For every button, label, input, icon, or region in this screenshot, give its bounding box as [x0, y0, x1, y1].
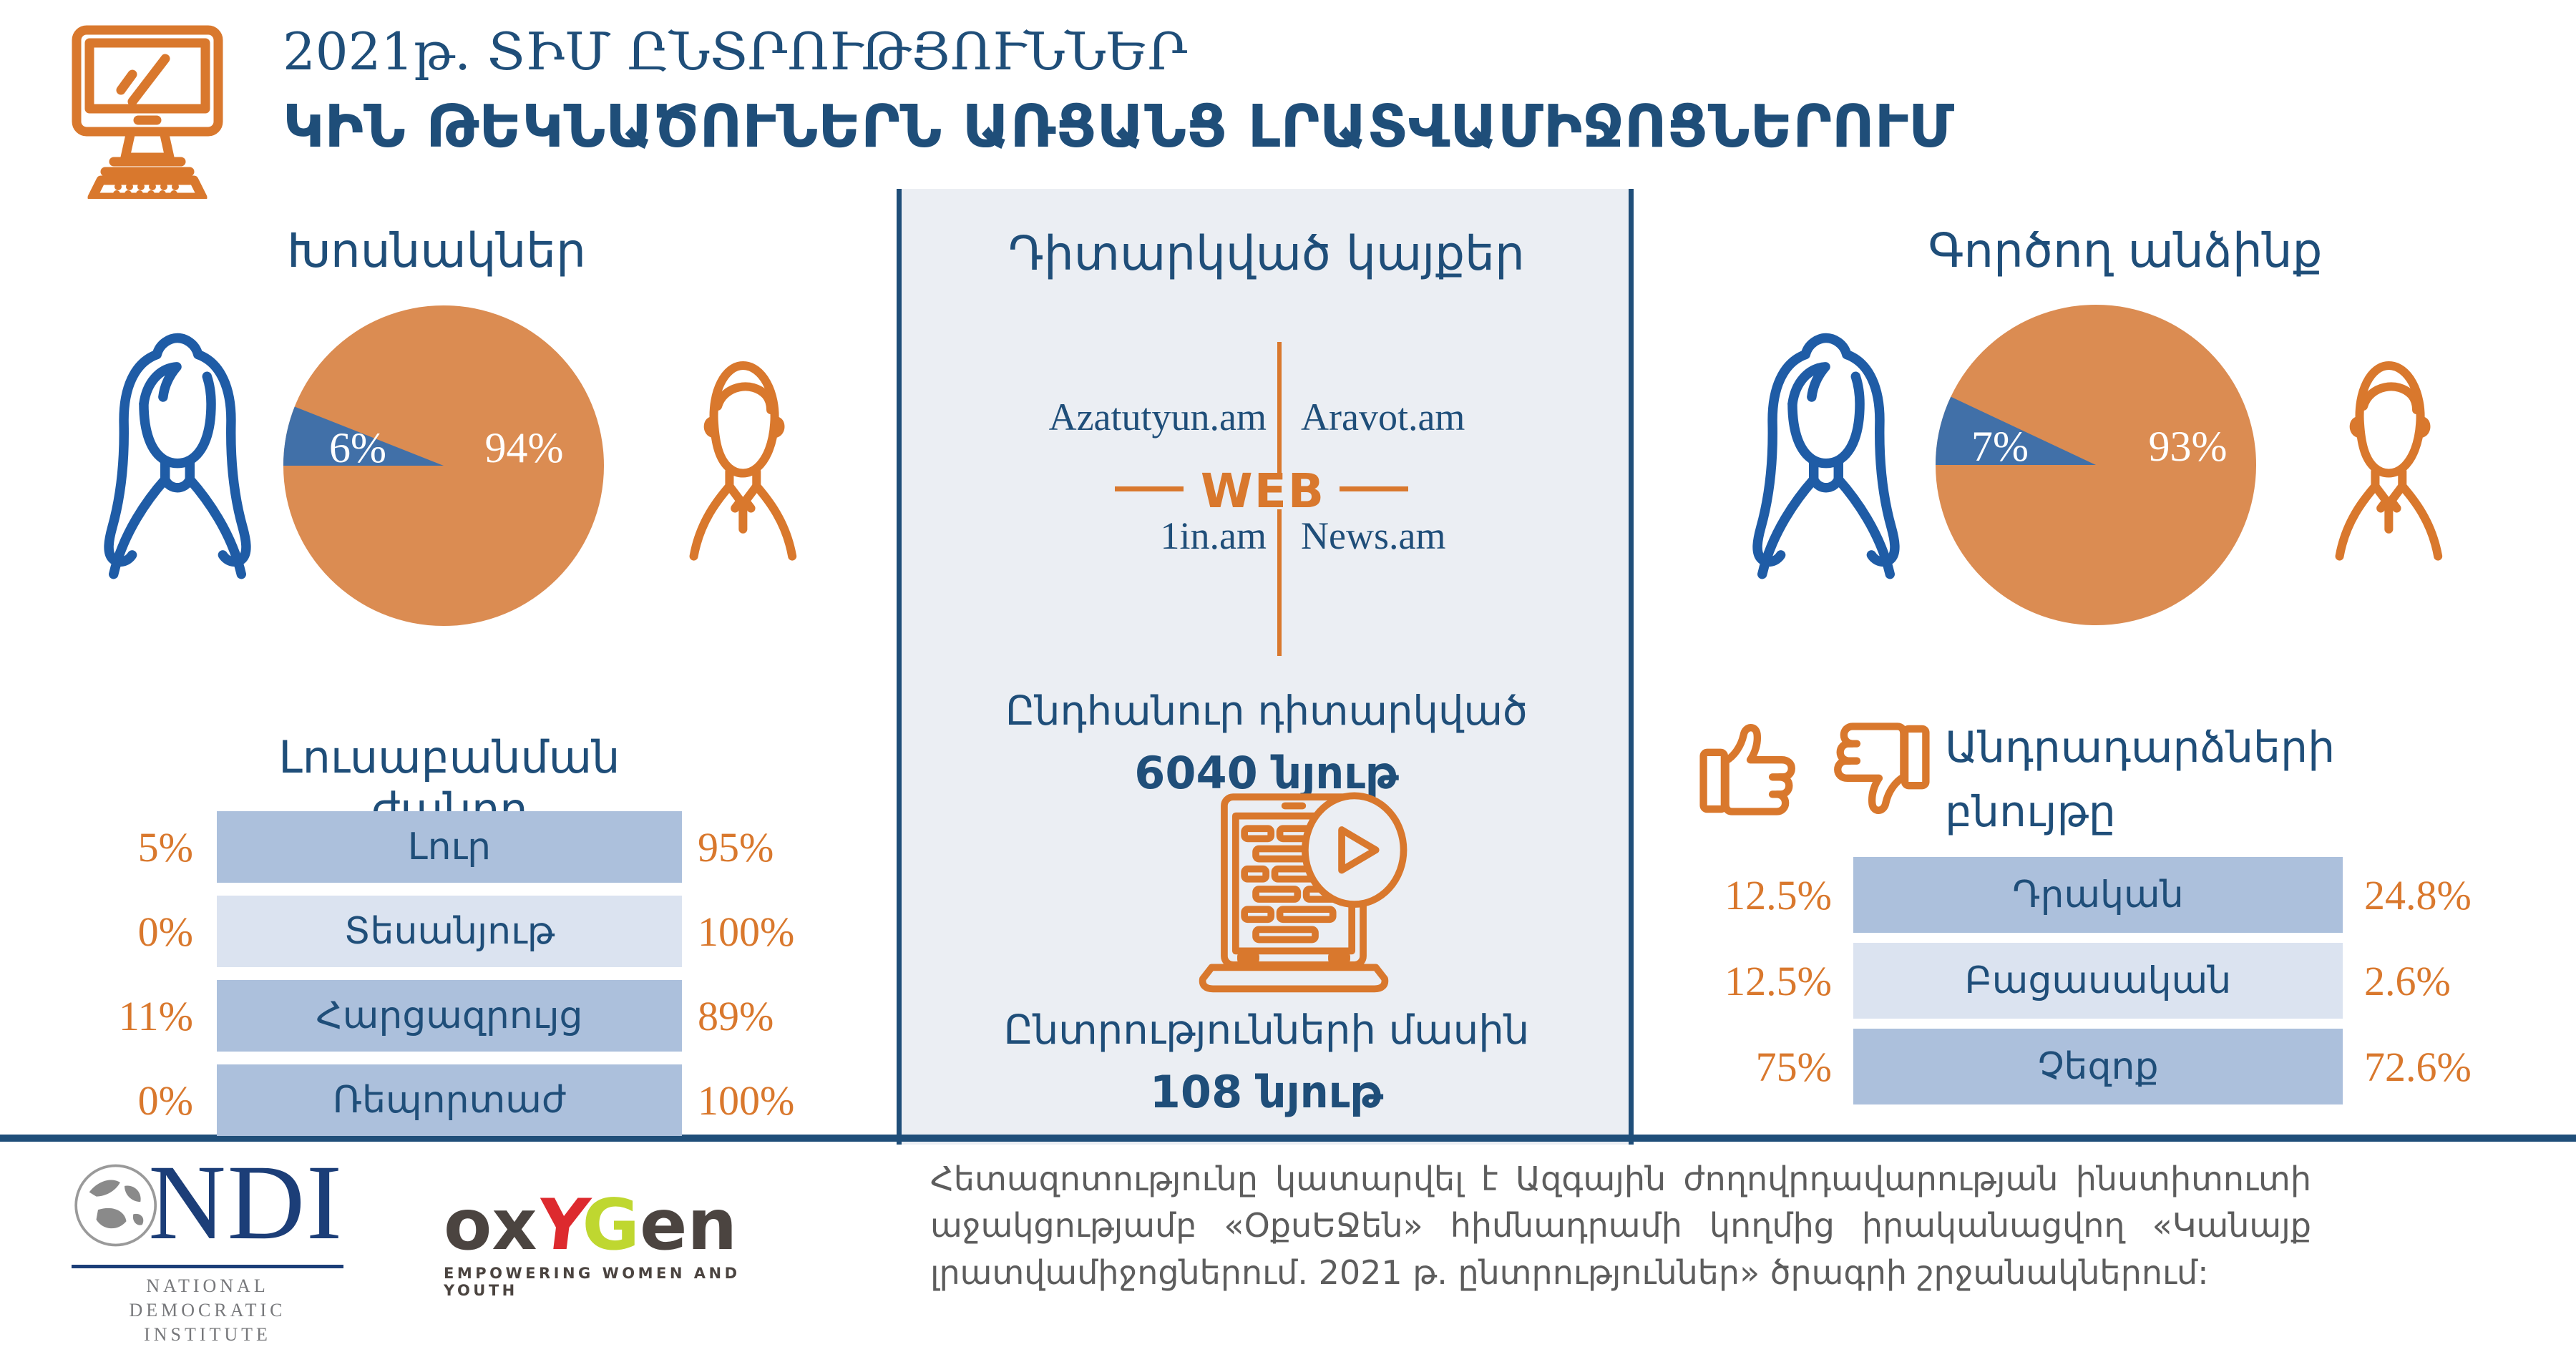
- total-monitored-label: Ընդհանուր դիտարկված: [1005, 688, 1528, 735]
- tone-left-pct: 12.5%: [1724, 871, 1832, 919]
- tone-title-line1: Անդրադարձների: [1945, 722, 2336, 773]
- tone-title-line2: բնույթը: [1945, 787, 2116, 837]
- genre-left-pct: 5%: [137, 823, 193, 871]
- site-news: News.am: [1301, 514, 1446, 557]
- actors-male-pct: 93%: [2148, 423, 2228, 470]
- tone-left-pct: 12.5%: [1724, 957, 1832, 1004]
- websites-title: Դիտարկված կայքեր: [1008, 226, 1525, 281]
- thumbs-up-icon: [1699, 724, 1795, 815]
- man-icon: [2335, 361, 2443, 561]
- speakers-title: Խոսնակներ: [287, 223, 586, 278]
- genre-bar: Տեսանյութ: [217, 896, 682, 967]
- tone-right-pct: 72.6%: [2364, 1043, 2472, 1090]
- ndi-abbr: NDI: [148, 1143, 343, 1262]
- site-1in: 1in.am: [1160, 514, 1267, 557]
- web-label: WEB: [1200, 464, 1326, 519]
- genre-bar: Լուր: [217, 811, 682, 883]
- thumbs-down-icon: [1834, 722, 1930, 814]
- genre-right-pct: 89%: [698, 992, 774, 1039]
- page-title-line2: ԿԻՆ ԹԵԿՆԱԾՈՒՆԵՐՆ ԱՌՑԱՆՑ ԼՐԱՏՎԱՄԻՋՈՑՆԵՐՈՒ…: [283, 93, 1954, 161]
- genre-left-pct: 11%: [118, 992, 193, 1039]
- tone-bar: Չեզոք: [1853, 1029, 2343, 1104]
- websites-vertical-divider-bottom: [1277, 509, 1282, 656]
- oxygen-tagline: EMPOWERING WOMEN AND YOUTH: [444, 1265, 741, 1299]
- site-azatutyun: Azatutyun.am: [1048, 396, 1267, 439]
- websites-panel: [897, 189, 1634, 1145]
- tone-right-pct: 24.8%: [2364, 871, 2472, 919]
- ndi-caps-line2: DEMOCRATIC: [129, 1299, 286, 1321]
- genre-bar: Հարցազրույց: [217, 980, 682, 1052]
- genre-right-pct: 100%: [698, 1077, 795, 1124]
- about-elections-label: Ընտրությունների մասին: [1003, 1007, 1530, 1054]
- tone-bar-label: Դրական: [2012, 873, 2184, 916]
- oxygen-part2: en: [639, 1185, 738, 1266]
- speakers-female-pct: 6%: [329, 424, 386, 471]
- footer-divider: [0, 1135, 2576, 1142]
- tone-bar-label: Բացասական: [1964, 959, 2232, 1002]
- tone-right-pct: 2.6%: [2364, 957, 2451, 1004]
- oxygen-part1: ox: [444, 1185, 537, 1266]
- oxygen-y: Y: [532, 1185, 593, 1266]
- tone-left-pct: 75%: [1755, 1043, 1832, 1090]
- web-dash-right: [1340, 486, 1408, 491]
- speakers-male-pct: 94%: [484, 424, 564, 471]
- ndi-caps-line3: INSTITUTE: [144, 1323, 271, 1345]
- web-dash-left: [1115, 486, 1184, 491]
- genre-bar-label: Լուր: [407, 826, 492, 868]
- actors-female-pct: 7%: [1971, 423, 2029, 470]
- genre-bar-label: Հարցազրույց: [316, 994, 583, 1037]
- footer-note: Հետազոտությունը կատարվել է Ազգային ժողով…: [930, 1160, 2311, 1292]
- oxygen-logo: oxYGen EMPOWERING WOMEN AND YOUTH: [444, 1185, 780, 1299]
- actors-title: Գործող անձինք: [1928, 223, 2323, 278]
- genre-bar-label: Տեսանյութ: [343, 910, 555, 953]
- page-title-line1: 2021թ. ՏԻՄ ԸՆՏՐՈՒԹՅՈՒՆՆԵՐ: [283, 21, 1188, 82]
- tone-bar: Բացասական: [1853, 943, 2343, 1019]
- ndi-logo: NDI NATIONAL DEMOCRATIC INSTITUTE: [72, 1149, 343, 1352]
- about-elections-value: 108 նյութ: [1149, 1066, 1384, 1118]
- globe-icon: [74, 1164, 157, 1247]
- actors-pie-male-slice: [1935, 304, 2257, 626]
- tone-table-title: Անդրադարձների բնույթը: [1945, 715, 2503, 844]
- genre-right-pct: 95%: [698, 823, 774, 871]
- genre-left-pct: 0%: [137, 1077, 193, 1124]
- genre-bar: Ռեպորտաժ: [217, 1064, 682, 1136]
- ndi-caps-line1: NATIONAL: [146, 1275, 269, 1296]
- speakers-pie-female-slice: [283, 406, 444, 466]
- laptop-video-icon: [1199, 792, 1407, 993]
- man-icon: [689, 361, 797, 561]
- genre-left-pct: 0%: [137, 908, 193, 955]
- genre-right-pct: 100%: [698, 908, 795, 955]
- speakers-pie-male-slice: [283, 305, 605, 627]
- tone-bar-label: Չեզոք: [2037, 1045, 2159, 1088]
- ndi-rule-top: [72, 1265, 343, 1268]
- genre-bar-label: Ռեպորտաժ: [332, 1079, 567, 1122]
- websites-vertical-divider-top: [1277, 342, 1282, 478]
- speakers-pie-chart: [283, 305, 605, 627]
- site-aravot: Aravot.am: [1301, 396, 1465, 439]
- tone-bar: Դրական: [1853, 857, 2343, 933]
- actors-pie-chart: [1935, 304, 2257, 626]
- page-title: 2021թ. ՏԻՄ ԸՆՏՐՈՒԹՅՈՒՆՆԵՐ ԿԻՆ ԹԵԿՆԱԾՈՒՆԵ…: [283, 21, 2143, 161]
- woman-icon: [1752, 333, 1900, 579]
- total-monitored-value: 6040 նյութ: [1134, 747, 1399, 799]
- actors-pie-female-slice: [1935, 396, 2096, 465]
- computer-icon: [72, 25, 223, 199]
- woman-icon: [104, 333, 251, 579]
- oxygen-g: G: [582, 1185, 640, 1266]
